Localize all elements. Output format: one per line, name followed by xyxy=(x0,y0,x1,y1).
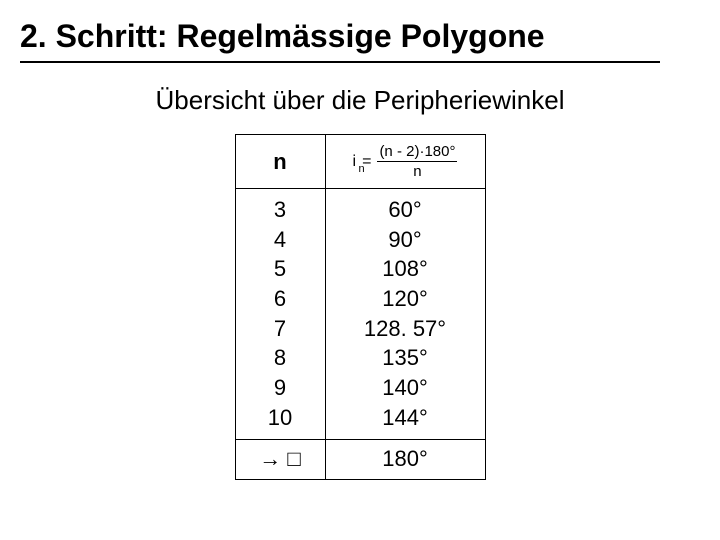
formula-denominator: n xyxy=(413,162,421,179)
subtitle: Übersicht über die Peripheriewinkel xyxy=(0,85,720,116)
n-value: 4 xyxy=(274,225,286,255)
limit-angle: 180° xyxy=(325,439,485,479)
angle-value: 108° xyxy=(382,254,428,284)
limit-n: → □ xyxy=(235,439,325,479)
cell-n-values: 3 4 5 6 7 8 9 10 xyxy=(235,189,325,440)
angle-value: 120° xyxy=(382,284,428,314)
cell-angle-values: 60° 90° 108° 120° 128. 57° 135° 140° 144… xyxy=(325,189,485,440)
n-value: 10 xyxy=(268,403,292,433)
angle-value: 144° xyxy=(382,403,428,433)
table-header-row: n i n = (n - 2)·180° n xyxy=(235,135,485,189)
n-value: 3 xyxy=(274,195,286,225)
angle-value: 60° xyxy=(388,195,421,225)
table-data-row: 3 4 5 6 7 8 9 10 60° 90° 108° 120° 128. … xyxy=(235,189,485,440)
angle-table: n i n = (n - 2)·180° n 3 xyxy=(235,134,486,480)
angle-value: 90° xyxy=(388,225,421,255)
n-value: 6 xyxy=(274,284,286,314)
header-n: n xyxy=(235,135,325,189)
formula-lhs-var: i xyxy=(353,153,357,170)
n-value: 9 xyxy=(274,373,286,403)
angle-value: 128. 57° xyxy=(364,314,446,344)
n-value: 8 xyxy=(274,343,286,373)
title-underline xyxy=(20,61,660,63)
n-value: 5 xyxy=(274,254,286,284)
angle-value: 135° xyxy=(382,343,428,373)
formula-numerator: (n - 2)·180° xyxy=(377,144,457,162)
interior-angle-formula: i n = (n - 2)·180° n xyxy=(353,144,458,179)
page-title: 2. Schritt: Regelmässige Polygone xyxy=(20,18,700,55)
formula-fraction: (n - 2)·180° n xyxy=(377,144,457,179)
table-limit-row: → □ 180° xyxy=(235,439,485,479)
formula-lhs-sub: n xyxy=(359,163,365,175)
header-formula: i n = (n - 2)·180° n xyxy=(325,135,485,189)
angle-value: 140° xyxy=(382,373,428,403)
n-value: 7 xyxy=(274,314,286,344)
